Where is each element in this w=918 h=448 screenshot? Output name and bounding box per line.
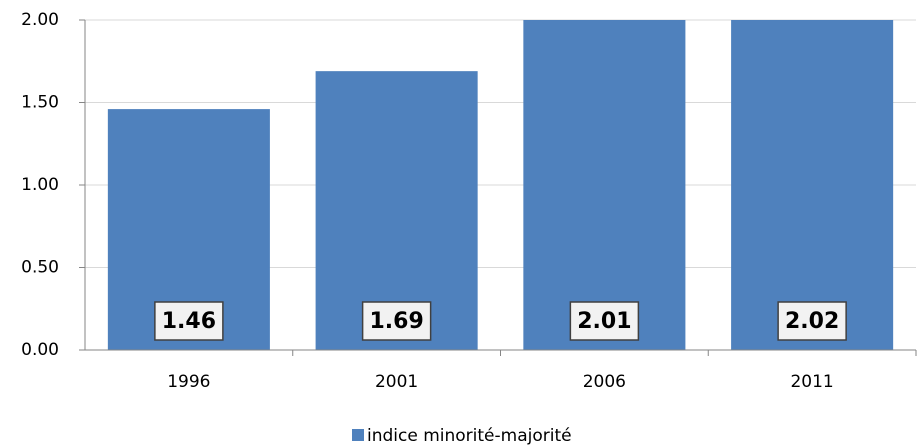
value-label: 2.01	[577, 309, 631, 334]
legend-swatch	[352, 429, 364, 441]
y-tick-label: 2.00	[21, 10, 59, 30]
value-label-box	[154, 301, 224, 341]
x-tick-label: 1996	[167, 372, 210, 392]
bars	[107, 20, 894, 351]
y-tick-label: 1.00	[21, 175, 59, 195]
x-tick-label: 2001	[375, 372, 418, 392]
value-label-box	[569, 301, 640, 341]
value-label: 1.46	[162, 309, 216, 334]
value-label: 1.69	[369, 309, 423, 334]
value-label-box	[777, 301, 847, 341]
legend-label: indice minorité-majorité	[367, 426, 572, 446]
bar	[523, 20, 686, 350]
y-tick-label: 0.50	[21, 258, 59, 278]
x-tick-label: 2011	[790, 372, 833, 392]
y-tick-label: 1.50	[21, 93, 59, 113]
bar	[731, 20, 894, 350]
y-tick-label: 0.00	[21, 340, 59, 360]
x-tick-label: 2006	[583, 372, 626, 392]
value-label: 2.02	[785, 309, 839, 334]
value-label-box	[361, 301, 432, 341]
